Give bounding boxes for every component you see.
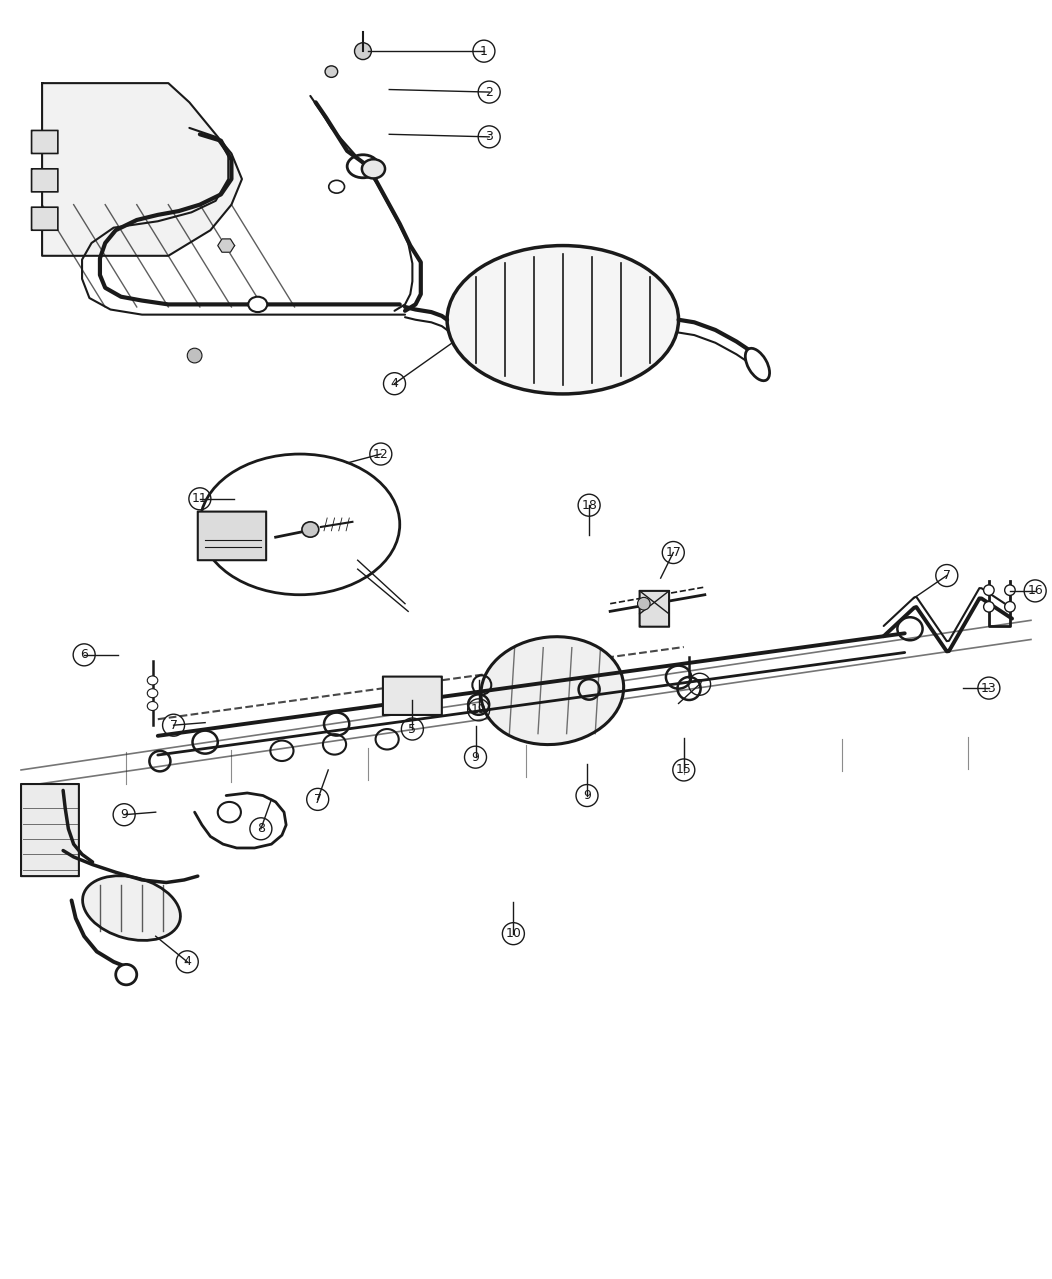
FancyBboxPatch shape xyxy=(32,207,58,230)
Ellipse shape xyxy=(116,964,137,985)
Text: 12: 12 xyxy=(373,448,388,460)
Text: 9: 9 xyxy=(583,789,591,802)
Text: 7: 7 xyxy=(943,569,951,582)
Polygon shape xyxy=(42,83,242,256)
Text: 5: 5 xyxy=(408,723,417,735)
FancyBboxPatch shape xyxy=(32,169,58,192)
Text: 4: 4 xyxy=(390,377,399,390)
Text: 15: 15 xyxy=(675,764,692,776)
Text: 17: 17 xyxy=(665,546,682,559)
Text: 7: 7 xyxy=(169,719,178,732)
Ellipse shape xyxy=(362,160,385,179)
Ellipse shape xyxy=(447,246,679,394)
Text: 9: 9 xyxy=(120,808,128,821)
Text: 18: 18 xyxy=(581,499,598,512)
Ellipse shape xyxy=(147,675,158,686)
Ellipse shape xyxy=(325,67,338,77)
Ellipse shape xyxy=(147,688,158,698)
Polygon shape xyxy=(218,239,235,252)
Text: 10: 10 xyxy=(505,927,522,940)
Text: 9: 9 xyxy=(471,751,480,764)
Text: 1: 1 xyxy=(480,45,488,58)
Text: 11: 11 xyxy=(193,492,207,505)
Circle shape xyxy=(355,42,371,60)
Text: 13: 13 xyxy=(982,682,996,694)
Text: 19: 19 xyxy=(471,703,486,716)
Circle shape xyxy=(638,597,650,610)
Circle shape xyxy=(1005,585,1015,596)
FancyBboxPatch shape xyxy=(32,130,58,153)
Circle shape xyxy=(187,348,202,363)
Text: 8: 8 xyxy=(257,822,265,835)
Ellipse shape xyxy=(302,522,319,537)
Text: 7: 7 xyxy=(695,678,704,691)
Ellipse shape xyxy=(481,637,624,744)
Ellipse shape xyxy=(147,701,158,710)
Text: 7: 7 xyxy=(313,793,322,806)
Ellipse shape xyxy=(83,876,180,940)
Ellipse shape xyxy=(328,180,344,193)
Circle shape xyxy=(1005,601,1015,613)
Text: 3: 3 xyxy=(485,130,493,143)
Ellipse shape xyxy=(745,348,770,381)
Text: 4: 4 xyxy=(183,955,191,968)
FancyBboxPatch shape xyxy=(640,591,669,627)
Circle shape xyxy=(984,601,994,613)
FancyBboxPatch shape xyxy=(198,512,266,560)
Text: 16: 16 xyxy=(1028,585,1043,597)
Text: 2: 2 xyxy=(485,86,493,98)
Ellipse shape xyxy=(248,297,267,312)
FancyBboxPatch shape xyxy=(383,677,442,715)
FancyBboxPatch shape xyxy=(21,784,79,876)
Text: 6: 6 xyxy=(80,648,88,661)
Circle shape xyxy=(984,585,994,596)
